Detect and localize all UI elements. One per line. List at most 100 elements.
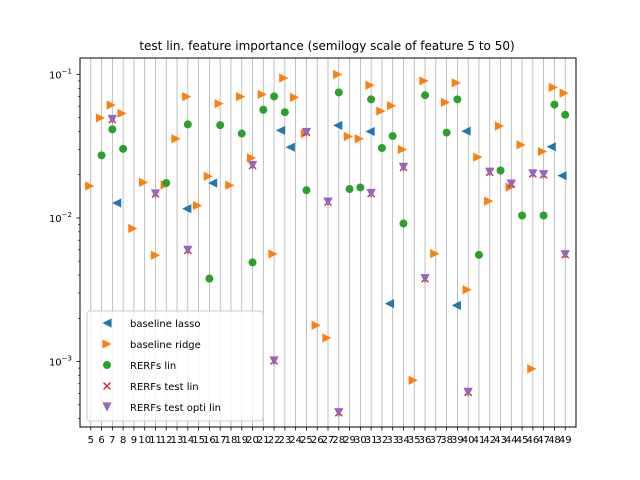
data-point — [442, 128, 451, 137]
x-tick-label: 26 — [311, 435, 324, 446]
legend: baseline lasso baseline ridge RERFs lin RER… — [86, 310, 264, 422]
data-point — [430, 249, 440, 259]
data-point — [334, 88, 343, 97]
data-point — [354, 134, 364, 144]
data-point — [451, 78, 461, 88]
y-tick-base: 10 — [49, 214, 62, 225]
y-tick-label: 10−1 — [49, 67, 72, 81]
data-point — [237, 129, 246, 138]
data-point — [440, 97, 451, 107]
data-point — [561, 110, 570, 119]
data-point — [150, 250, 161, 260]
x-tick-label: 24 — [289, 435, 302, 446]
x-axis: 5 6 7 8 9 10111213141516171819202122232425262… — [88, 427, 572, 446]
x-tick-label: 45 — [516, 435, 529, 446]
data-point — [97, 151, 106, 160]
legend-label: RERFs test opti lin — [130, 403, 221, 414]
legend-marker — [102, 318, 112, 328]
legend-label: RERFs lin — [130, 361, 176, 372]
x-tick-label: 8 — [120, 435, 126, 446]
data-point — [528, 169, 538, 179]
data-point — [216, 121, 225, 130]
data-point — [505, 182, 515, 192]
data-point — [269, 356, 279, 366]
x-tick-label: 23 — [279, 435, 292, 446]
x-tick-label: 38 — [440, 435, 453, 446]
x-tick-label: 49 — [559, 435, 572, 446]
data-point — [398, 162, 409, 172]
y-tick-exponent: −1 — [62, 67, 72, 75]
series-baseline-lasso — [112, 120, 567, 311]
data-point — [107, 114, 117, 125]
x-tick-label: 15 — [192, 435, 205, 446]
data-point — [268, 249, 278, 259]
data-point — [302, 186, 311, 195]
data-point — [421, 91, 430, 100]
x-tick-label: 34 — [397, 435, 410, 446]
data-point — [408, 375, 418, 385]
data-point — [214, 99, 224, 109]
y-tick-exponent: −2 — [62, 211, 72, 219]
legend-entry: baseline lasso — [102, 318, 201, 330]
data-point — [473, 152, 483, 162]
x-tick-label: 41 — [473, 435, 486, 446]
data-point — [182, 92, 192, 102]
x-tick-label: 21 — [257, 435, 270, 446]
data-point — [496, 166, 505, 175]
x-tick-label: 43 — [494, 435, 507, 446]
x-tick-label: 32 — [376, 435, 389, 446]
x-tick-label: 6 — [98, 435, 104, 446]
data-point — [208, 178, 218, 188]
data-point — [365, 126, 375, 137]
series-rerfs-lin — [97, 88, 570, 283]
x-tick-label: 10 — [138, 435, 151, 446]
data-point — [333, 120, 343, 131]
data-point — [203, 171, 213, 181]
legend-marker — [103, 361, 111, 369]
x-tick-label: 35 — [408, 435, 421, 446]
legend-label: RERFs test lin — [130, 382, 199, 393]
data-point — [356, 183, 365, 192]
data-point — [139, 177, 149, 187]
data-point — [539, 211, 548, 220]
data-point — [192, 200, 203, 211]
legend-box — [86, 310, 264, 422]
data-point — [95, 113, 106, 123]
data-point — [285, 142, 295, 152]
data-point — [311, 320, 321, 330]
x-tick-label: 36 — [419, 435, 432, 446]
x-tick-label: 5 — [88, 435, 94, 446]
data-point — [376, 106, 386, 116]
data-point — [494, 121, 505, 131]
data-point — [182, 204, 192, 214]
data-point — [225, 180, 235, 190]
data-point — [397, 144, 407, 155]
data-point — [343, 131, 354, 142]
data-point — [559, 88, 569, 98]
x-tick-label: 22 — [268, 435, 281, 446]
data-point — [516, 140, 526, 150]
legend-marker — [103, 382, 111, 390]
data-point — [270, 92, 279, 101]
data-point — [546, 142, 556, 152]
series-rerfs-test-opti-lin — [107, 114, 570, 418]
data-point — [162, 179, 171, 188]
x-tick-label: 40 — [462, 435, 475, 446]
x-tick-label: 7 — [109, 435, 115, 446]
y-tick-label: 10−2 — [49, 211, 72, 225]
data-point — [537, 146, 548, 157]
x-tick-label: 31 — [365, 435, 378, 446]
data-point — [557, 171, 567, 181]
data-point — [246, 153, 257, 163]
data-point — [463, 387, 473, 397]
series-layer — [85, 69, 570, 418]
y-tick-label: 10−3 — [49, 355, 72, 369]
legend-label: baseline ridge — [130, 340, 201, 351]
data-point — [461, 126, 471, 136]
data-point — [171, 134, 181, 144]
data-point — [323, 197, 333, 207]
x-tick-label: 25 — [300, 435, 313, 446]
data-point — [548, 82, 558, 92]
data-point — [236, 92, 246, 102]
